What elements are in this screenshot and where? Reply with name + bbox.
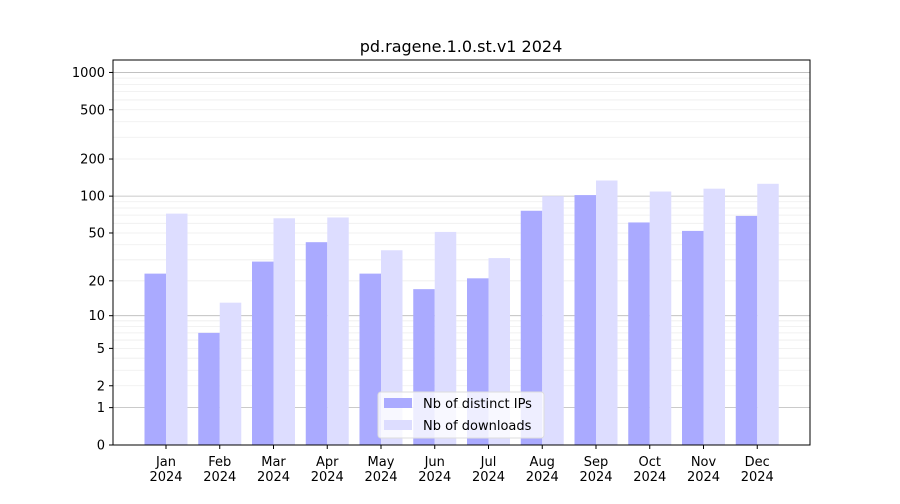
x-tick-label: Jul 2024 (472, 455, 505, 485)
bar-distinct-ips (252, 261, 274, 445)
bar-distinct-ips (682, 230, 704, 445)
y-tick-label: 50 (88, 226, 105, 241)
bar-downloads (219, 302, 242, 445)
y-tick-label: 10 (88, 309, 105, 324)
x-tick-label: Aug 2024 (526, 455, 559, 485)
bar-distinct-ips (198, 332, 220, 445)
chart-title: pd.ragene.1.0.st.v1 2024 (360, 37, 563, 56)
legend-box (377, 391, 545, 439)
y-tick-label: 100 (80, 190, 105, 205)
legend: Nb of distinct IPs Nb of downloads (377, 391, 545, 439)
bar-downloads (166, 213, 188, 445)
bar-distinct-ips (628, 222, 650, 445)
axes-frame (112, 59, 811, 446)
y-tick-label: 1000 (72, 66, 105, 81)
x-tick-label: Feb 2024 (203, 455, 236, 485)
bar-downloads (542, 196, 564, 445)
bar-distinct-ips (520, 210, 543, 445)
y-tick-label: 5 (97, 342, 105, 357)
legend-label-ips: Nb of distinct IPs (423, 397, 532, 412)
y-tick-label: 20 (88, 274, 105, 289)
bar-distinct-ips (144, 273, 166, 445)
y-tick-label: 200 (80, 153, 105, 168)
x-tick-label: Jun 2024 (418, 455, 451, 485)
bar-downloads (649, 191, 672, 445)
bar-distinct-ips (574, 195, 596, 445)
y-tick-label: 1 (97, 401, 105, 416)
y-tick-label: 500 (80, 103, 105, 118)
bar-downloads (757, 183, 779, 445)
legend-label-downloads: Nb of downloads (423, 419, 532, 434)
x-tick-label: Apr 2024 (311, 455, 344, 485)
bar-downloads (273, 218, 295, 445)
legend-swatch-ips (384, 398, 412, 408)
x-tick-label: Nov 2024 (687, 455, 720, 485)
bar-distinct-ips (305, 242, 328, 445)
x-tick-label: Oct 2024 (633, 455, 666, 485)
y-axis: 0 1 2 5 10 20 50 100 200 500 1000 (72, 66, 113, 454)
bar-downloads (703, 188, 725, 446)
bar-distinct-ips (359, 273, 381, 445)
x-tick-label: May 2024 (364, 455, 397, 485)
bar-distinct-ips (735, 215, 758, 445)
x-axis: Jan 2024 Feb 2024 Mar 2024 Apr 2024 May 2024 Jun 20… (149, 445, 774, 485)
x-tick-label: Sep 2024 (579, 455, 612, 485)
bar-downloads (596, 180, 618, 445)
x-tick-label: Mar 2024 (257, 455, 290, 485)
y-tick-label: 0 (97, 439, 105, 454)
legend-swatch-downloads (384, 420, 412, 430)
bars (144, 180, 779, 446)
bar-downloads (327, 217, 349, 445)
x-tick-label: Jan 2024 (149, 455, 182, 485)
x-tick-label: Dec 2024 (741, 455, 774, 485)
y-tick-label: 2 (97, 379, 105, 394)
